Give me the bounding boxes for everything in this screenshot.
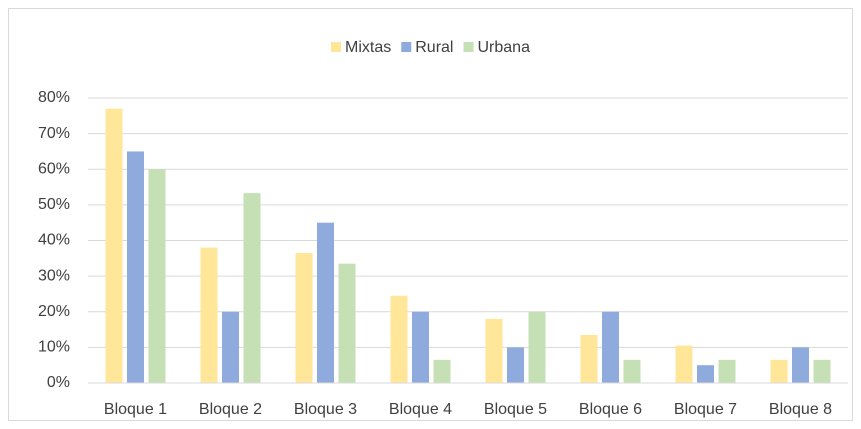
bar [412,311,429,383]
legend-swatch [463,42,474,52]
y-tick-label: 40% [38,232,70,249]
bar [433,359,451,383]
bar [222,311,239,383]
y-tick-label: 20% [38,303,70,320]
x-tick-label: Bloque 6 [579,401,642,418]
bar [390,295,408,383]
bar [317,222,334,383]
x-tick-label: Bloque 7 [674,401,737,418]
bar [295,252,313,383]
bar [338,263,356,383]
bar [507,347,524,383]
x-tick-label: Bloque 2 [199,401,262,418]
bar [770,359,788,383]
bar [675,345,693,383]
bar [813,359,831,383]
x-tick-label: Bloque 4 [389,401,452,418]
bar [485,318,503,383]
y-tick-label: 70% [38,125,70,142]
x-tick-label: Bloque 3 [294,401,357,418]
y-tick-label: 50% [38,196,70,213]
bar [105,108,123,383]
bar [602,311,619,383]
bar [718,359,736,383]
legend-label: Rural [415,39,453,56]
bar [148,169,166,383]
y-tick-label: 80% [38,89,70,106]
legend-swatch [401,42,412,52]
x-tick-label: Bloque 1 [104,401,167,418]
legend-label: Mixtas [345,39,391,56]
bar [697,365,714,383]
y-tick-label: 0% [47,374,70,391]
bar [243,193,261,383]
legend-label: Urbana [477,39,530,56]
x-tick-label: Bloque 8 [769,401,832,418]
bar [623,359,641,383]
y-tick-label: 30% [38,267,70,284]
bar [528,311,546,383]
bar [792,347,809,383]
bar [200,247,218,383]
bar [580,334,598,383]
x-tick-label: Bloque 5 [484,401,547,418]
legend-swatch [331,42,342,52]
bar [127,151,144,383]
y-tick-label: 60% [38,160,70,177]
y-tick-label: 10% [38,339,70,356]
